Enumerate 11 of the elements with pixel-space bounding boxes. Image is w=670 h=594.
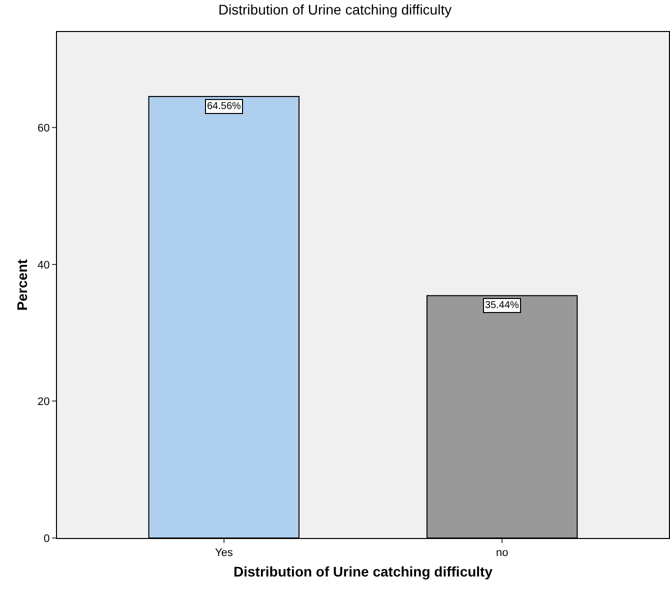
data-label: 35.44% bbox=[485, 300, 520, 311]
y-axis-title: Percent bbox=[14, 258, 30, 311]
y-tick-label: 60 bbox=[38, 122, 50, 135]
data-label: 64.56% bbox=[207, 101, 242, 112]
chart-title: Distribution of Urine catching difficulty bbox=[218, 2, 452, 18]
y-tick-label: 20 bbox=[38, 396, 50, 408]
y-tick-label: 40 bbox=[38, 259, 50, 272]
x-axis-title: Distribution of Urine catching difficulty bbox=[234, 564, 493, 580]
y-tick-label: 0 bbox=[44, 532, 50, 545]
x-tick-label: no bbox=[496, 547, 508, 560]
x-tick-label: Yes bbox=[214, 547, 234, 560]
